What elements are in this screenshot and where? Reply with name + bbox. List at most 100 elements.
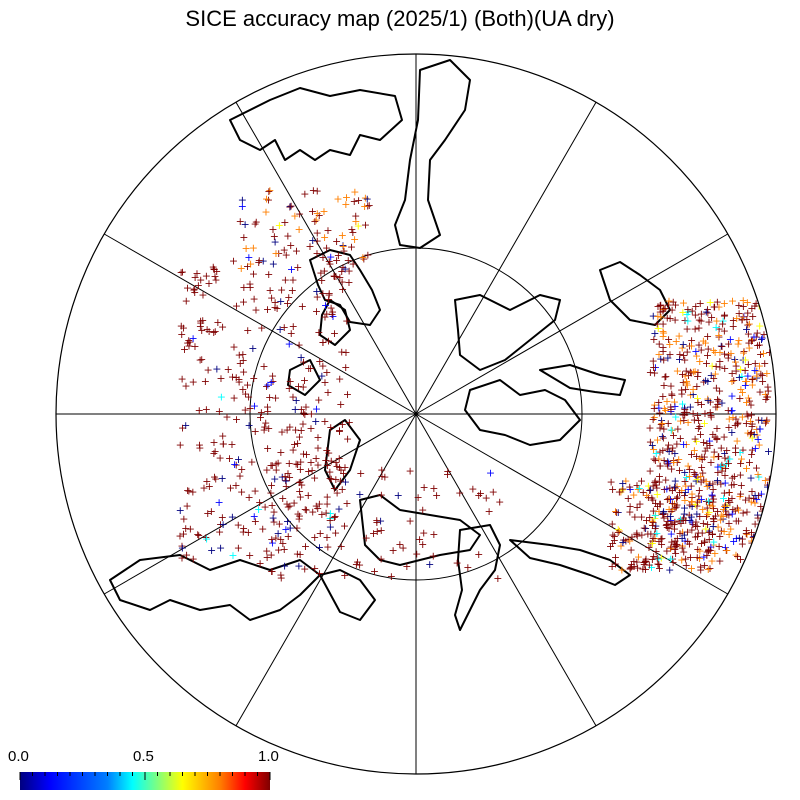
data-marker: + [663,510,672,523]
data-marker: + [758,543,767,556]
data-marker: + [704,342,713,355]
data-marker: + [639,556,648,569]
data-marker: + [735,490,744,503]
data-marker: + [627,560,636,573]
data-marker: + [188,485,197,498]
data-marker: + [610,534,619,547]
data-marker: + [743,307,752,320]
data-marker: + [717,524,726,537]
data-marker: + [406,464,415,477]
data-marker: + [750,496,759,509]
data-marker: + [722,544,731,557]
data-marker: + [292,394,301,407]
data-marker: + [661,404,670,417]
data-marker: + [720,447,729,460]
data-marker: + [724,517,733,530]
data-marker: + [287,327,296,340]
data-marker: + [660,483,669,496]
data-marker: + [179,527,188,540]
data-marker: + [205,480,214,493]
data-marker: + [702,437,711,450]
data-marker: + [670,502,679,515]
data-marker: + [301,400,310,413]
data-marker: + [389,544,398,557]
data-marker: + [718,317,727,330]
data-marker: + [704,394,713,407]
data-marker: + [742,417,751,430]
data-marker: + [659,330,668,343]
data-marker: + [745,492,754,505]
data-marker: + [322,506,331,519]
data-marker: + [238,200,247,213]
data-marker: + [296,351,305,364]
data-marker: + [687,523,696,536]
map-boundary [55,53,777,775]
data-marker: + [246,402,255,415]
data-markers: ++++++++++++++++++++++++++++++++++++++ ++… [175,184,774,585]
data-marker: + [283,515,292,528]
data-marker: + [186,523,195,536]
data-marker: + [306,456,315,469]
data-marker: + [280,543,289,556]
data-marker: + [763,391,772,404]
data-marker: + [608,517,617,530]
data-marker: + [751,357,760,370]
data-marker: + [683,535,692,548]
data-marker: + [671,540,680,553]
data-marker: + [764,533,773,546]
data-marker: + [749,531,758,544]
data-marker: + [645,559,654,572]
data-marker: + [198,289,207,302]
data-marker: + [669,429,678,442]
data-marker: + [727,426,736,439]
data-marker: + [695,494,704,507]
data-marker: + [274,456,283,469]
data-marker: + [690,365,699,378]
data-marker: + [181,522,190,535]
data-marker: + [763,480,772,493]
data-marker: + [625,500,634,513]
data-marker: + [276,295,285,308]
data-marker: + [316,527,325,540]
data-marker: + [656,305,665,318]
data-marker: + [316,266,325,279]
data-marker: + [463,561,472,574]
data-marker: + [687,495,696,508]
data-marker: + [748,443,757,456]
data-marker: + [666,541,675,554]
data-marker: + [708,499,717,512]
data-marker: + [332,460,341,473]
data-marker: + [209,262,218,275]
data-marker: + [659,345,668,358]
data-marker: + [234,373,243,386]
data-marker: + [612,506,621,519]
data-marker: + [331,473,340,486]
data-marker: + [271,531,280,544]
data-marker: + [683,303,692,316]
data-marker: + [702,357,711,370]
data-marker: + [330,510,339,523]
data-marker: + [717,509,726,522]
data-marker: + [656,352,665,365]
data-marker: + [615,485,624,498]
data-marker: + [703,307,712,320]
data-marker: + [721,501,730,514]
data-marker: + [651,519,660,532]
data-marker: + [704,543,713,556]
data-marker: + [640,521,649,534]
data-marker: + [665,445,674,458]
data-marker: + [666,552,675,565]
data-marker: + [181,379,190,392]
data-marker: + [738,313,747,326]
data-marker: + [308,234,317,247]
data-marker: + [748,310,757,323]
data-marker: + [719,315,728,328]
data-marker: + [724,421,733,434]
data-marker: + [672,539,681,552]
data-marker: + [747,485,756,498]
data-marker: + [372,516,381,529]
data-marker: + [658,305,667,318]
data-marker: + [711,367,720,380]
data-marker: + [308,205,317,218]
data-marker: + [664,333,673,346]
